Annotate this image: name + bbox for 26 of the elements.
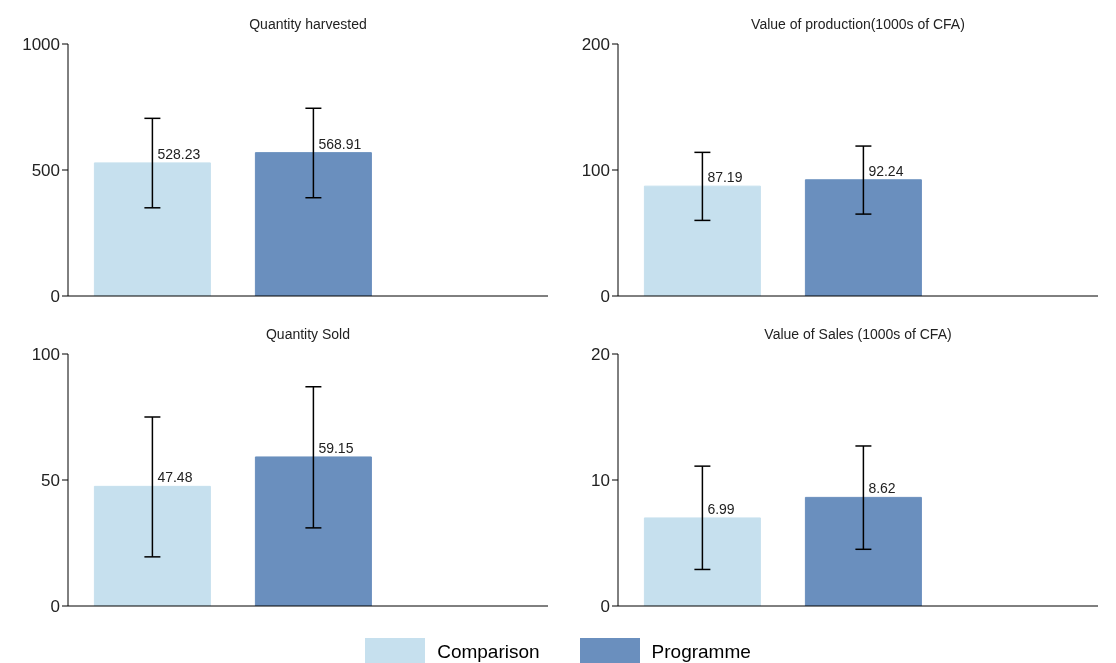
chart-title: Value of Sales (1000s of CFA) [763,326,953,342]
y-tick-label: 0 [600,597,610,617]
y-tick-label: 1000 [22,35,60,55]
chart-title: Quantity harvested [248,16,368,32]
data-label: 528.23 [157,145,201,162]
legend-label: Programme [651,641,751,663]
data-label: 87.19 [707,169,743,186]
y-tick-label: 0 [600,287,610,307]
data-label: 47.48 [157,469,193,486]
y-tick-label: 50 [41,471,60,491]
data-label: 6.99 [707,500,735,517]
data-label: 568.91 [318,135,362,152]
y-tick-label: 0 [50,597,60,617]
y-tick-label: 0 [50,287,60,307]
data-label: 8.62 [868,480,896,497]
y-tick-label: 500 [31,161,60,181]
chart-title: Quantity Sold [264,326,352,342]
data-label: 92.24 [868,162,904,179]
y-tick-label: 10 [591,471,610,491]
legend-label: Comparison [437,641,540,663]
data-label: 59.15 [318,439,354,456]
y-tick-label: 100 [581,161,610,181]
chart-title: Value of production(1000s of CFA) [750,16,966,32]
y-tick-label: 20 [591,345,610,365]
y-tick-label: 100 [31,345,60,365]
y-tick-label: 200 [581,35,610,55]
